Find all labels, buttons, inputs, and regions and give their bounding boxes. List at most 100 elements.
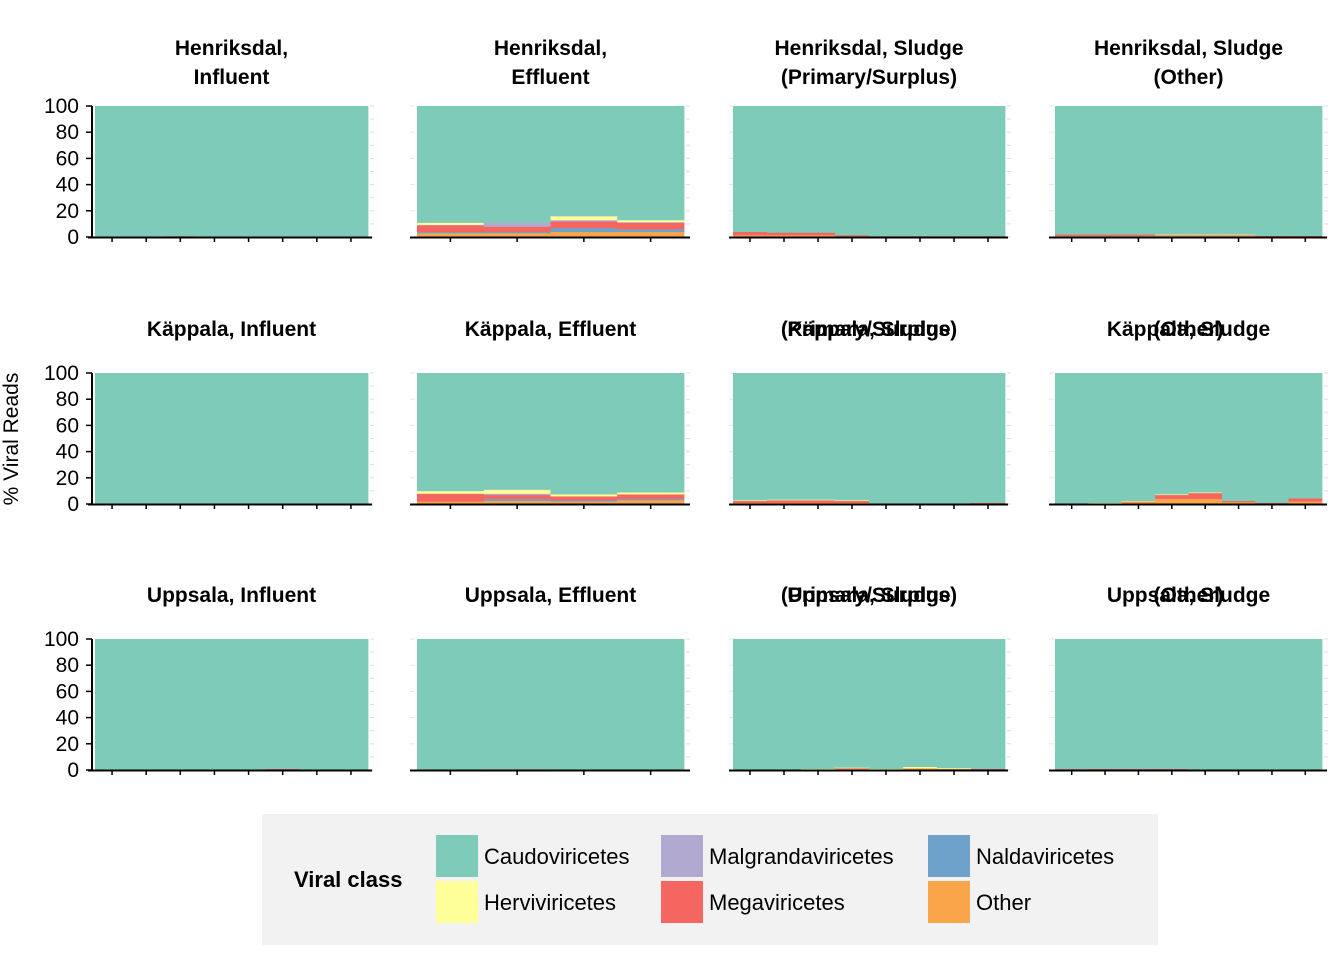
bar-segment-herviviricetes-p10-b6: [937, 768, 972, 769]
bar-segment-caudoviricetes-p7-b0: [1055, 373, 1089, 504]
legend-swatch-malgrandaviricetes: [661, 835, 703, 877]
legend-swatch-megaviricetes: [661, 881, 703, 923]
bar-segment-caudoviricetes-p4-b5: [265, 373, 301, 504]
panel-title-11-line-0: Uppsala, Sludge: [1107, 584, 1270, 607]
panel-title-10-line-1: (Primary/Surplus): [781, 584, 957, 607]
bar-segment-other-p5-b0: [417, 501, 485, 505]
bar-segment-other-p2-b0: [733, 235, 768, 238]
bar-segment-naldaviricetes-p1-b0: [417, 231, 485, 234]
bar-segment-caudoviricetes-p2-b4: [869, 106, 904, 237]
bar-segment-caudoviricetes-p10-b5: [903, 639, 938, 768]
bar-segment-megaviricetes-p1-b0: [417, 225, 485, 233]
panel-title-5-line-0: Käppala, Effluent: [465, 318, 637, 341]
y-axis-label: % Viral Reads: [0, 372, 23, 506]
bar-segment-caudoviricetes-p2-b0: [733, 106, 768, 233]
bar-segment-other-p5-b3: [617, 500, 685, 505]
bar-segment-caudoviricetes-p5-b2: [550, 373, 618, 495]
bar-segment-caudoviricetes-p3-b1: [1088, 106, 1123, 235]
bar-segment-caudoviricetes-p8-b2: [163, 639, 198, 770]
bar-segment-herviviricetes-p3-b3: [1155, 234, 1189, 236]
bar-segment-caudoviricetes-p8-b1: [129, 639, 164, 770]
bar-segment-megaviricetes-p5-b2: [550, 496, 618, 501]
bar-segment-herviviricetes-p1-b2: [550, 216, 618, 221]
bar-segment-other-p10-b5: [903, 768, 938, 771]
bar-segment-caudoviricetes-p8-b4: [231, 639, 267, 770]
y-tick-label-0-80: 80: [56, 121, 79, 144]
bar-segment-naldaviricetes-p5-b3: [617, 498, 685, 501]
bar-segment-megaviricetes-p2-b6: [937, 235, 972, 237]
bar-segment-megaviricetes-p1-b3: [617, 222, 685, 230]
y-tick-label-8-100: 100: [44, 628, 79, 651]
y-tick-label-4-60: 60: [56, 414, 79, 437]
bar-segment-herviviricetes-p6-b2: [801, 499, 836, 501]
bar-segment-megaviricetes-p3-b5: [1221, 235, 1256, 236]
bar-segment-other-p3-b5: [1221, 235, 1256, 238]
y-tick-label-8-0: 0: [67, 759, 79, 782]
y-tick-label-0-100: 100: [44, 95, 79, 118]
bar-segment-herviviricetes-p5-b2: [550, 494, 618, 497]
bar-segment-caudoviricetes-p10-b2: [801, 639, 836, 769]
bar-segment-caudoviricetes-p3-b7: [1288, 106, 1323, 236]
bar-segment-caudoviricetes-p1-b3: [617, 106, 685, 221]
bar-segment-caudoviricetes-p9-b0: [417, 639, 485, 770]
panel-title-7-line-1: (Other): [1154, 318, 1224, 341]
bar-segment-megaviricetes-p6-b7: [971, 502, 1006, 504]
bar-segment-herviviricetes-p3-b5: [1221, 234, 1256, 236]
bar-segment-other-p10-b6: [937, 768, 972, 771]
bar-segment-caudoviricetes-p6-b0: [733, 373, 768, 501]
bar-segment-other-p6-b3: [835, 502, 870, 505]
panel-title-10-line-0: Uppsala, Sludge: [787, 584, 950, 607]
bar-segment-caudoviricetes-p7-b1: [1088, 373, 1123, 503]
legend-label-other: Other: [976, 890, 1032, 915]
bar-segment-herviviricetes-p5-b0: [417, 490, 485, 494]
bar-segment-caudoviricetes-p8-b0: [95, 639, 130, 770]
bar-segment-naldaviricetes-p1-b3: [617, 229, 685, 233]
bar-segment-caudoviricetes-p3-b6: [1255, 106, 1290, 236]
bar-segment-caudoviricetes-p6-b5: [903, 373, 938, 504]
bar-segment-caudoviricetes-p4-b0: [95, 373, 130, 504]
bar-segment-megaviricetes-p2-b2: [801, 232, 836, 236]
bar-segment-megaviricetes-p9-b1: [483, 769, 551, 770]
bar-segment-caudoviricetes-p10-b1: [767, 639, 802, 770]
bar-segment-caudoviricetes-p2-b1: [767, 106, 802, 233]
bar-segment-caudoviricetes-p11-b1: [1088, 639, 1123, 769]
bar-segment-caudoviricetes-p11-b4: [1188, 639, 1223, 770]
panel-title-8-line-0: Uppsala, Influent: [147, 584, 316, 607]
legend-label-malgrandaviricetes: Malgrandaviricetes: [709, 844, 894, 869]
bar-segment-herviviricetes-p7-b3: [1155, 494, 1189, 496]
bar-segment-caudoviricetes-p8-b7: [333, 639, 369, 770]
bar-segment-other-p3-b2: [1121, 235, 1156, 238]
bar-segment-megaviricetes-p7-b7: [1288, 498, 1323, 502]
bar-segment-herviviricetes-p7-b4: [1188, 492, 1223, 494]
bar-segment-caudoviricetes-p7-b4: [1188, 373, 1223, 493]
bar-segment-caudoviricetes-p11-b0: [1055, 639, 1089, 769]
bar-segment-herviviricetes-p6-b0: [733, 500, 768, 502]
bar-segment-caudoviricetes-p9-b1: [483, 639, 551, 770]
bar-segment-other-p7-b7: [1288, 501, 1323, 505]
bar-segment-megaviricetes-p2-b3: [835, 235, 870, 237]
legend-label-caudoviricetes: Caudoviricetes: [484, 844, 630, 869]
bar-segment-caudoviricetes-p1-b2: [550, 106, 618, 217]
bar-segment-herviviricetes-p3-b4: [1188, 234, 1223, 236]
bar-segment-other-p3-b3: [1155, 235, 1189, 238]
bar-segment-caudoviricetes-p6-b6: [937, 373, 972, 504]
bar-segment-other-p6-b1: [767, 502, 802, 505]
bar-segment-caudoviricetes-p7-b7: [1288, 373, 1323, 499]
bar-segment-herviviricetes-p1-b3: [617, 219, 685, 223]
legend-label-megaviricetes: Megaviricetes: [709, 890, 845, 915]
bar-segment-other-p7-b2: [1121, 502, 1156, 505]
bar-segment-megaviricetes-p11-b0: [1055, 768, 1089, 770]
bar-segment-herviviricetes-p6-b1: [767, 499, 802, 501]
bar-segment-other-p2-b1: [767, 235, 802, 238]
y-tick-label-0-40: 40: [56, 174, 79, 197]
bar-segment-megaviricetes-p8-b5: [265, 768, 301, 770]
bar-segment-megaviricetes-p10-b3: [835, 768, 870, 769]
legend-label-herviviricetes: Herviviricetes: [484, 890, 617, 915]
y-tick-label-0-0: 0: [67, 226, 79, 249]
bar-segment-caudoviricetes-p8-b5: [265, 639, 301, 769]
panel-title-6-line-1: (Primary/Surplus): [781, 318, 957, 341]
y-tick-label-8-80: 80: [56, 654, 79, 677]
bar-segment-herviviricetes-p10-b5: [903, 766, 938, 769]
bar-segment-megaviricetes-p1-b2: [550, 221, 618, 229]
